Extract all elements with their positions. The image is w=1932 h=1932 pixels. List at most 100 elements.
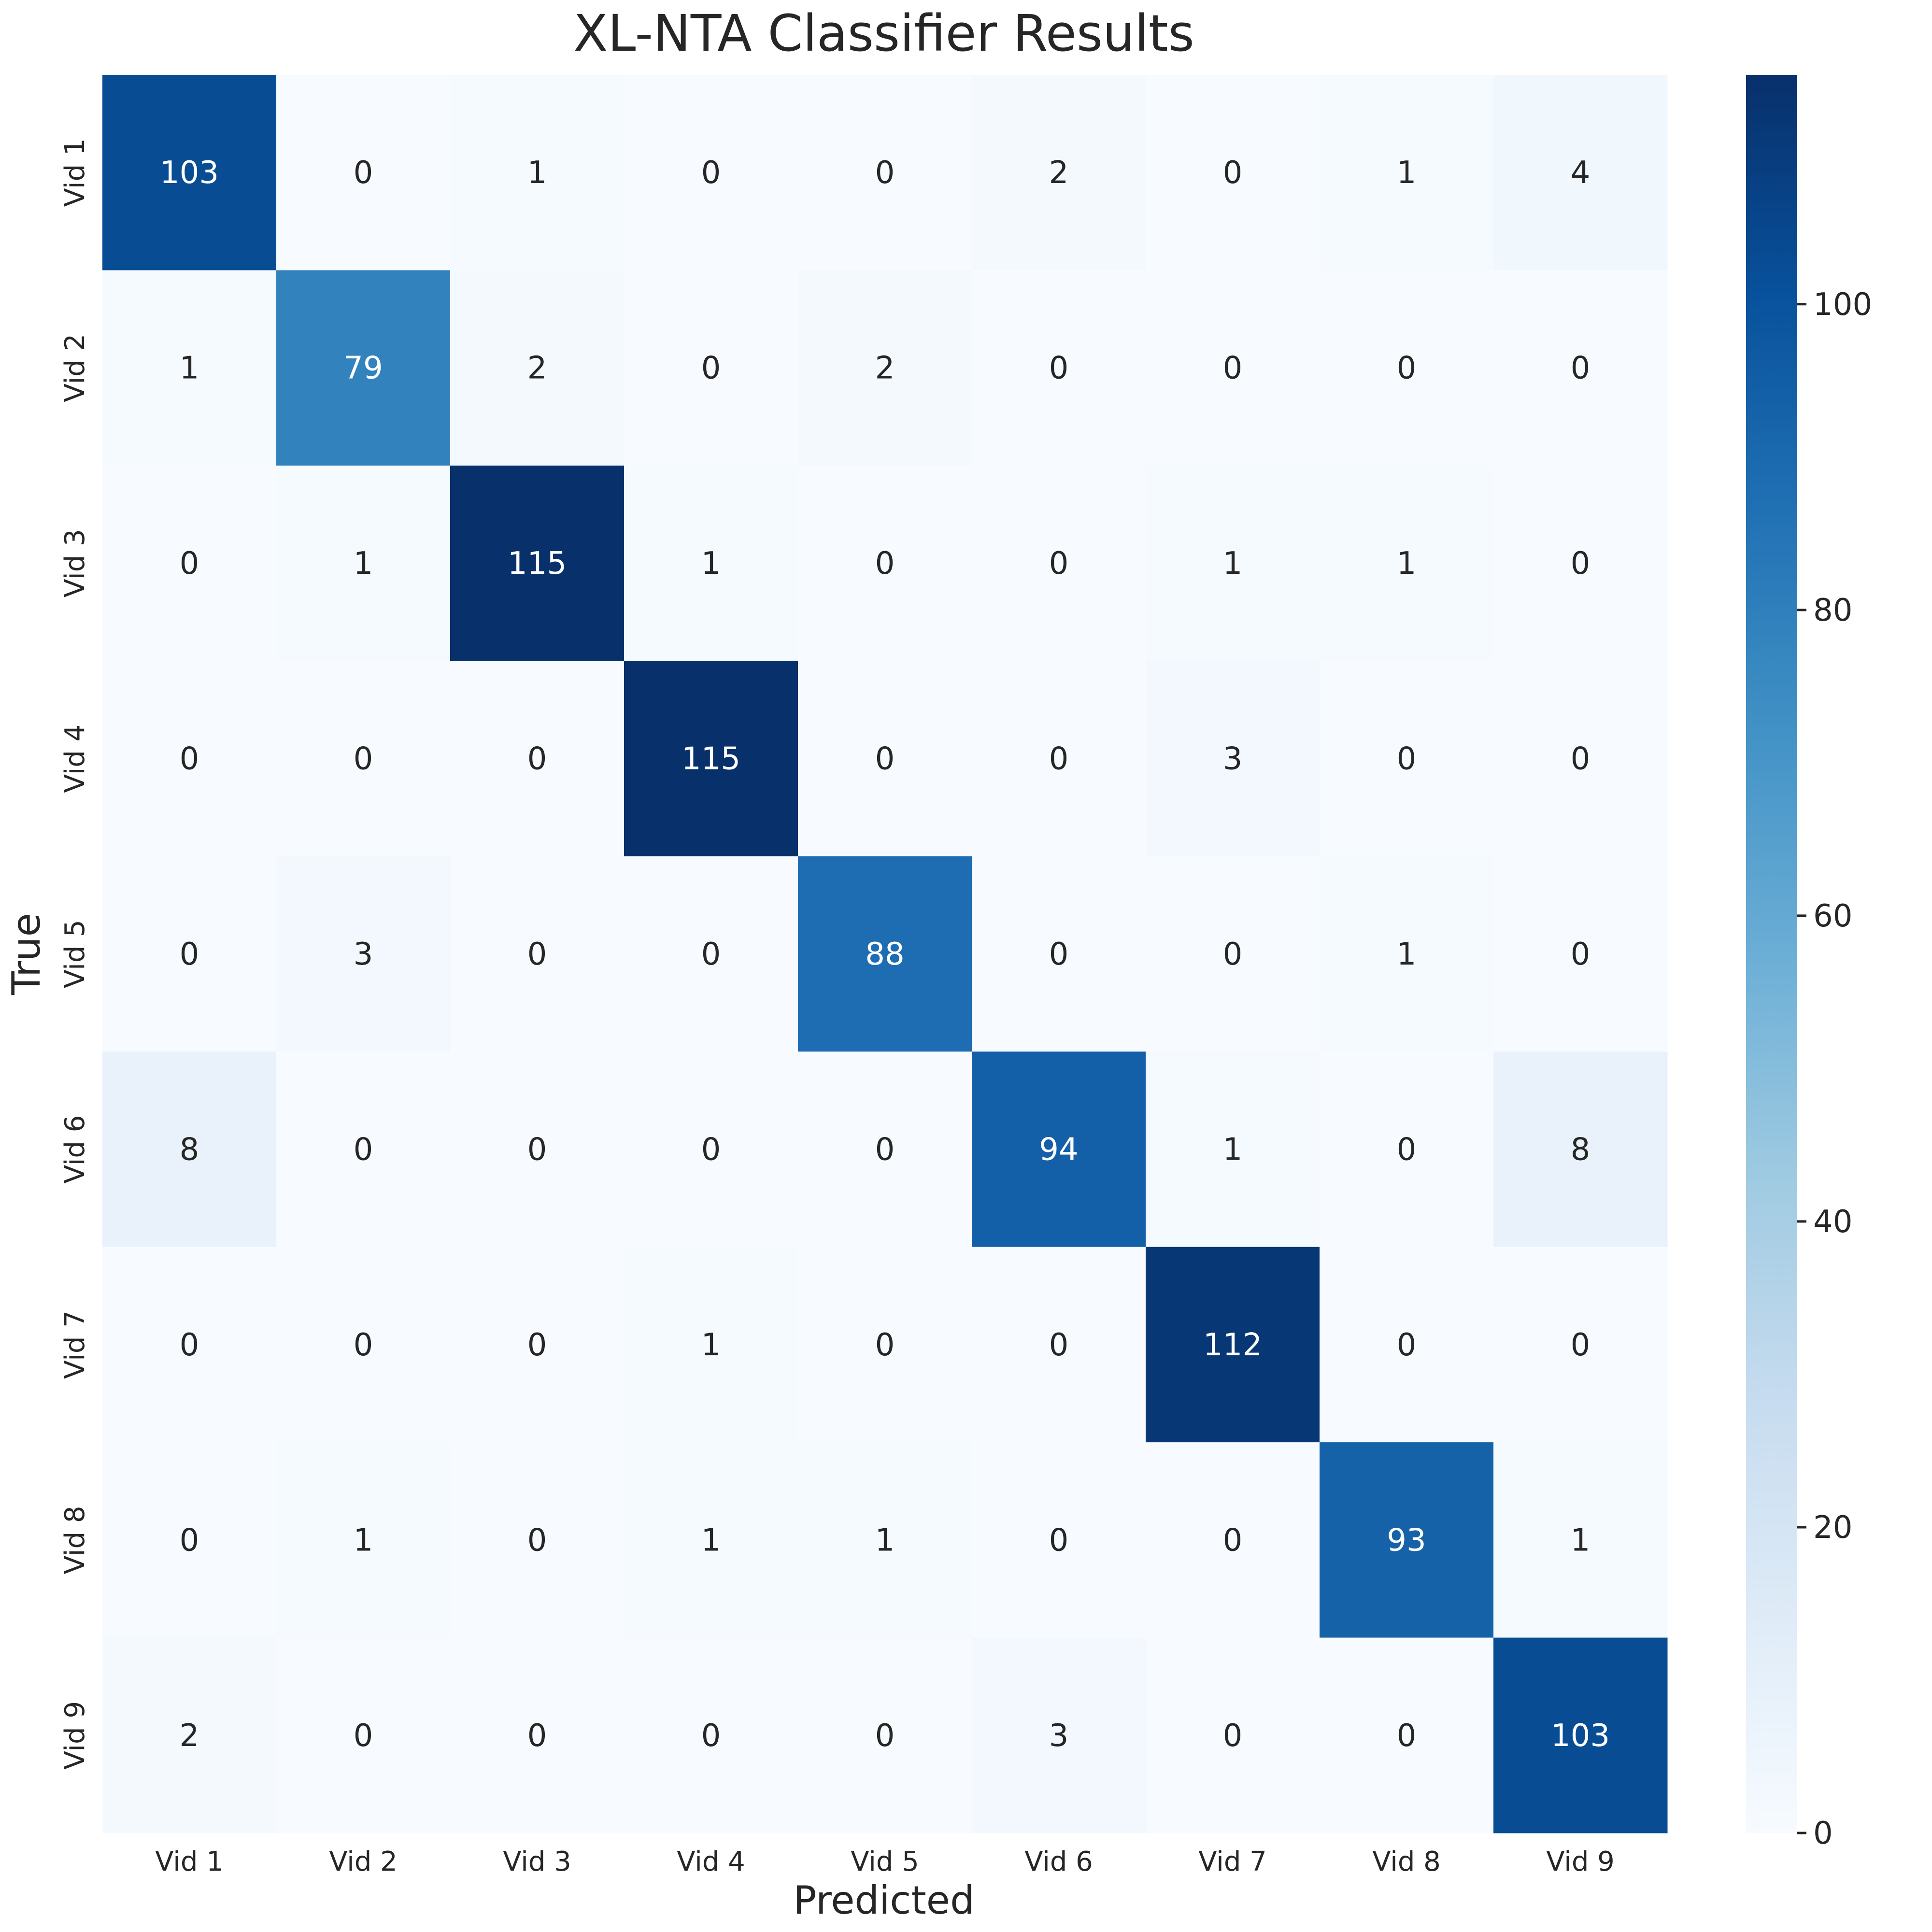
heatmap-cell [798,1051,972,1248]
x-tick-label: Vid 9 [1546,1846,1615,1877]
cell-value-label: 0 [527,1327,547,1363]
heatmap-cell [450,1051,625,1248]
cell-value-label: 0 [701,1718,721,1754]
x-axis-label: Predicted [793,1878,975,1923]
heatmap-cell [972,1637,1146,1833]
cell-value-label: 0 [875,1132,895,1167]
heatmap-cell [276,1247,451,1443]
cell-value-label: 0 [1397,1718,1417,1754]
heatmap-cell [972,661,1146,857]
heatmap-cell [972,1051,1146,1248]
cell-value-label: 1 [354,1522,373,1558]
cell-value-label: 8 [180,1132,199,1167]
heatmap-cell [798,465,972,661]
colorbar-tick-label: 60 [1813,898,1852,934]
cell-value-label: 0 [1571,351,1591,386]
heatmap-cell [102,856,277,1052]
heatmap-cell [102,270,277,466]
heatmap-cell [450,661,625,857]
cell-value-label: 1 [1223,1132,1243,1167]
y-tick-label: Vid 2 [59,334,91,402]
cell-value-label: 0 [354,1718,373,1754]
heatmap-cell [1146,1442,1320,1638]
cell-value-label: 1 [1223,546,1243,582]
cell-labels: 103 0 1 0 0 2 0 1 41 79 2 0 2 0 0 0 00 1 115 1 0 0 1 1 00 0 0 115 0 0… [160,155,1610,1754]
colorbar-tick-label: 20 [1813,1510,1852,1546]
cell-value-label: 0 [875,155,895,191]
cell-value-label: 1 [527,155,547,191]
cell-value-label: 0 [701,351,721,386]
y-tick-label: Vid 3 [59,529,91,597]
cell-value-label: 103 [1551,1718,1610,1754]
cell-value-label: 0 [1223,155,1243,191]
cell-value-label: 0 [1223,351,1243,386]
x-tick-label: Vid 1 [155,1846,224,1877]
cell-value-label: 0 [1049,937,1069,972]
cell-value-label: 0 [875,1718,895,1754]
cell-value-label: 0 [1571,937,1591,972]
cell-value-label: 1 [1571,1522,1591,1558]
cell-value-label: 0 [1397,741,1417,777]
cell-value-label: 0 [875,1327,895,1363]
heatmap-cell [276,856,451,1052]
colorbar-ticks: 0 20 40 60 80 100 [1797,287,1872,1851]
heatmap-cell [972,270,1146,466]
cell-value-label: 0 [527,1718,547,1754]
cell-value-label: 0 [180,937,199,972]
chart-title: XL-NTA Classifier Results [573,4,1194,63]
heatmap-cell [450,270,625,466]
cell-value-label: 1 [354,546,373,582]
heatmap-cell [1320,1442,1494,1638]
x-tick-label: Vid 3 [503,1846,571,1877]
cell-value-label: 0 [354,155,373,191]
cell-value-label: 2 [875,351,895,386]
heatmap-cell [624,270,798,466]
colorbar-tick-label: 80 [1813,593,1852,628]
heatmap-cell [276,270,451,466]
heatmap-cell [102,1442,277,1638]
heatmap-cell [1493,1637,1668,1833]
heatmap-cell [1320,661,1494,857]
heatmap-cell [102,1247,277,1443]
heatmap-cell [450,1637,625,1833]
y-tick-label: Vid 5 [59,920,91,988]
heatmap-cells [102,75,1668,1833]
y-tick-label: Vid 9 [59,1701,91,1770]
y-tick-label: Vid 4 [59,724,91,793]
heatmap-cell [1320,856,1494,1052]
heatmap-cell [624,661,798,857]
cell-value-label: 0 [1049,1522,1069,1558]
cell-value-label: 112 [1203,1327,1262,1363]
heatmap-cell [1493,661,1668,857]
heatmap-cell [276,1637,451,1833]
cell-value-label: 0 [1571,1327,1591,1363]
colorbar: 0 20 40 60 80 100 [1746,75,1872,1851]
cell-value-label: 2 [1049,155,1069,191]
cell-value-label: 1 [701,1327,721,1363]
cell-value-label: 1 [1397,155,1417,191]
cell-value-label: 1 [1397,546,1417,582]
heatmap-cell [1146,1637,1320,1833]
heatmap-cell [1320,1247,1494,1443]
heatmap-cell [1320,270,1494,466]
cell-value-label: 4 [1571,155,1591,191]
heatmap-cell [1493,75,1668,270]
heatmap-cell [1493,1442,1668,1638]
x-tick-label: Vid 8 [1372,1846,1441,1877]
cell-value-label: 0 [1571,741,1591,777]
cell-value-label: 3 [1223,741,1243,777]
cell-value-label: 0 [1049,741,1069,777]
heatmap-cell [1320,465,1494,661]
heatmap-cell [798,75,972,270]
heatmap-cell [276,75,451,270]
heatmap-cell [624,1051,798,1248]
heatmap-cell [624,75,798,270]
heatmap-cell [276,1442,451,1638]
cell-value-label: 94 [1039,1132,1078,1167]
heatmap-cell [798,1247,972,1443]
y-tick-labels: Vid 1 Vid 2 Vid 3 Vid 4 Vid 5 Vid 6 Vid 7 Vid 8… [59,138,91,1769]
heatmap-cell [624,1637,798,1833]
cell-value-label: 0 [180,741,199,777]
x-tick-label: Vid 2 [329,1846,398,1877]
